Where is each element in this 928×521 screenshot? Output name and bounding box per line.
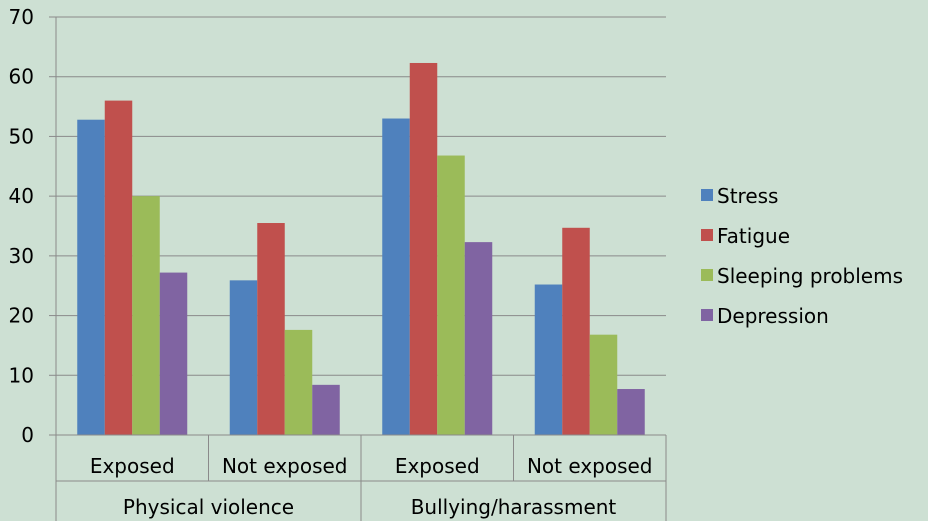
y-tick-label: 0 xyxy=(21,423,34,447)
bar-depression xyxy=(312,384,340,435)
y-tick-label: 50 xyxy=(9,124,34,148)
x-category-label: Not exposed xyxy=(222,454,348,478)
legend-label: Sleeping problems xyxy=(717,264,903,288)
x-category-label: Exposed xyxy=(395,454,480,478)
bar-depression xyxy=(464,242,493,435)
y-tick-label: 20 xyxy=(9,304,34,328)
bar-stress xyxy=(229,280,258,435)
bar-depression xyxy=(159,272,188,435)
bar-depression xyxy=(617,389,645,435)
legend-swatch xyxy=(701,309,713,321)
y-tick-label: 60 xyxy=(9,65,34,89)
axes xyxy=(49,16,667,521)
bar-stress xyxy=(77,119,105,436)
legend-label: Fatigue xyxy=(717,224,790,248)
axis-labels: 0 10 20 30 40 50 60 70 Exposed Not exposed Exposed… xyxy=(9,5,653,519)
y-tick-label: 10 xyxy=(9,363,34,387)
x-group-label: Bullying/harassment xyxy=(411,495,617,519)
x-category-label: Exposed xyxy=(90,454,175,478)
bar-sleeping-problems xyxy=(437,155,465,435)
legend: Stress Fatigue Sleeping problems Depression xyxy=(701,184,903,328)
bar-fatigue xyxy=(104,100,133,435)
legend-swatch xyxy=(701,229,713,241)
legend-label: Depression xyxy=(717,304,829,328)
bar-fatigue xyxy=(257,223,285,435)
bar-stress xyxy=(382,118,410,435)
bar-sleeping-problems xyxy=(132,196,160,435)
bar-fatigue xyxy=(562,227,590,435)
bar-fatigue xyxy=(409,62,438,435)
bar-stress xyxy=(534,284,563,435)
y-tick-label: 30 xyxy=(9,244,34,268)
legend-swatch xyxy=(701,269,713,281)
y-tick-label: 40 xyxy=(9,184,34,208)
y-tick-label: 70 xyxy=(9,5,34,29)
x-group-label: Physical violence xyxy=(123,495,294,519)
x-category-label: Not exposed xyxy=(527,454,653,478)
legend-swatch xyxy=(701,189,713,201)
bar-sleeping-problems xyxy=(284,329,313,435)
bars xyxy=(77,62,645,436)
bar-sleeping-problems xyxy=(589,334,618,435)
legend-label: Stress xyxy=(717,184,778,208)
